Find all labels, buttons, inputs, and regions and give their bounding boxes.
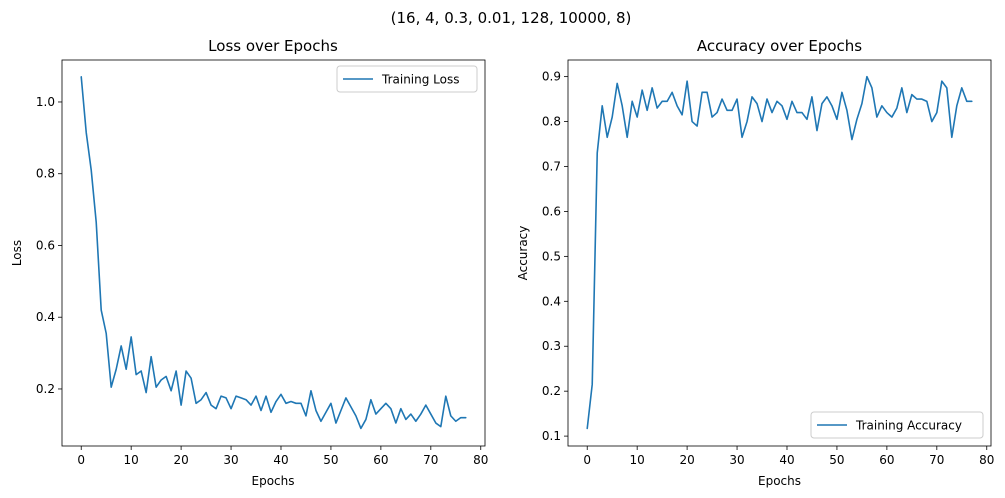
accuracy-axes-frame <box>567 59 992 447</box>
loss-x-tick-label: 80 <box>473 453 488 467</box>
accuracy-legend-label: Training Accuracy <box>855 419 962 433</box>
accuracy-x-tick-label: 30 <box>729 453 744 467</box>
loss-x-tick-label: 10 <box>124 453 139 467</box>
loss-x-tick-label: 0 <box>77 453 85 467</box>
accuracy-legend: Training Accuracy <box>810 411 984 439</box>
loss-x-tick-label: 40 <box>273 453 288 467</box>
accuracy-chart-title: Accuracy over Epochs <box>697 37 862 55</box>
accuracy-x-tick-label: 10 <box>630 453 645 467</box>
loss-y-tick-label: 0.8 <box>36 167 55 181</box>
accuracy-y-axis-label: Accuracy <box>516 226 530 281</box>
accuracy-legend-box <box>810 411 984 439</box>
accuracy-x-tick-label: 70 <box>929 453 944 467</box>
loss-chart: Loss over Epochs 0 10 20 30 40 50 60 70 80 0.2 0.4… <box>10 37 488 488</box>
loss-x-tick-label: 20 <box>173 453 188 467</box>
loss-x-tick-label: 50 <box>323 453 338 467</box>
loss-x-tick-label: 70 <box>423 453 438 467</box>
figure-suptitle: (16, 4, 0.3, 0.01, 128, 10000, 8) <box>391 9 632 27</box>
loss-legend: Training Loss <box>336 65 478 93</box>
accuracy-x-tick-label: 50 <box>829 453 844 467</box>
accuracy-x-tick-label: 80 <box>979 453 994 467</box>
accuracy-x-tick-label: 20 <box>679 453 694 467</box>
accuracy-x-axis-label: Epochs <box>758 474 801 488</box>
accuracy-y-tick-label: 0.5 <box>542 249 561 263</box>
accuracy-y-tick-label: 0.2 <box>542 384 561 398</box>
accuracy-y-tick-label: 0.6 <box>542 204 561 218</box>
loss-legend-label: Training Loss <box>381 73 459 87</box>
loss-x-axis-label: Epochs <box>252 474 295 488</box>
loss-plot-area <box>62 60 485 446</box>
accuracy-series-line <box>586 75 973 430</box>
loss-y-tick-label: 0.2 <box>36 382 55 396</box>
accuracy-y-tick-label: 0.7 <box>542 159 561 173</box>
loss-x-tick-label: 60 <box>373 453 388 467</box>
accuracy-y-tick-label: 0.4 <box>542 294 561 308</box>
accuracy-chart: Accuracy over Epochs 0 10 20 30 40 50 60 70 80 0.… <box>516 37 994 488</box>
loss-y-tick-label: 1.0 <box>36 95 55 109</box>
loss-axes-frame <box>61 59 486 447</box>
loss-y-tick-label: 0.6 <box>36 238 55 252</box>
loss-legend-box <box>336 65 478 93</box>
accuracy-y-tick-label: 0.1 <box>542 429 561 443</box>
loss-y-tick-label: 0.4 <box>36 310 55 324</box>
loss-y-axis-label: Loss <box>10 240 24 266</box>
accuracy-x-tick-label: 60 <box>879 453 894 467</box>
loss-x-tick-label: 30 <box>223 453 238 467</box>
accuracy-x-tick-label: 40 <box>779 453 794 467</box>
accuracy-plot-area <box>568 60 991 446</box>
loss-series-line <box>80 76 467 430</box>
accuracy-x-tick-label: 0 <box>583 453 591 467</box>
accuracy-y-tick-label: 0.9 <box>542 70 561 84</box>
loss-chart-title: Loss over Epochs <box>208 37 338 55</box>
accuracy-y-tick-label: 0.8 <box>542 115 561 129</box>
accuracy-y-tick-label: 0.3 <box>542 339 561 353</box>
